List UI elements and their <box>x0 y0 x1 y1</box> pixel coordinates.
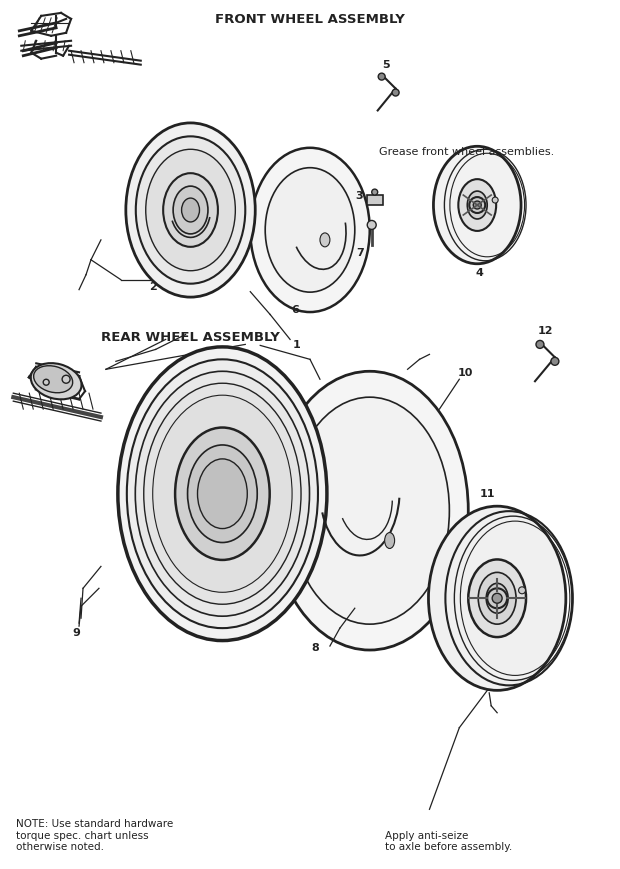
Circle shape <box>378 73 385 80</box>
Circle shape <box>518 587 526 594</box>
Text: 8: 8 <box>311 643 319 653</box>
Circle shape <box>473 201 481 209</box>
Ellipse shape <box>175 428 270 560</box>
Ellipse shape <box>146 149 236 271</box>
Ellipse shape <box>135 371 309 616</box>
Ellipse shape <box>458 179 496 231</box>
Ellipse shape <box>182 198 200 222</box>
Text: FRONT WHEEL ASSEMBLY: FRONT WHEEL ASSEMBLY <box>215 13 405 26</box>
Text: Apply anti-seize
to axle before assembly.: Apply anti-seize to axle before assembly… <box>384 831 512 852</box>
Ellipse shape <box>468 560 526 637</box>
Ellipse shape <box>33 366 73 393</box>
Text: 11: 11 <box>479 488 495 499</box>
Ellipse shape <box>486 583 508 614</box>
Circle shape <box>536 341 544 348</box>
Ellipse shape <box>118 347 327 640</box>
Ellipse shape <box>290 397 450 624</box>
Circle shape <box>487 588 507 608</box>
Circle shape <box>492 594 502 603</box>
Circle shape <box>469 197 485 213</box>
Text: 6: 6 <box>291 304 299 315</box>
Circle shape <box>492 197 498 203</box>
Text: Grease front wheel assemblies.: Grease front wheel assemblies. <box>379 147 554 157</box>
Ellipse shape <box>271 371 468 650</box>
Ellipse shape <box>198 459 247 528</box>
Text: 5: 5 <box>382 60 389 70</box>
Text: 12: 12 <box>537 327 552 336</box>
Text: 7: 7 <box>356 248 364 258</box>
Ellipse shape <box>320 233 330 247</box>
FancyBboxPatch shape <box>367 195 383 205</box>
Ellipse shape <box>126 123 255 297</box>
Ellipse shape <box>188 445 257 542</box>
Text: 4: 4 <box>476 268 483 278</box>
Ellipse shape <box>31 363 82 400</box>
Text: 1: 1 <box>292 341 300 350</box>
Ellipse shape <box>163 173 218 247</box>
Ellipse shape <box>136 136 246 283</box>
Circle shape <box>372 189 378 195</box>
Ellipse shape <box>478 573 516 624</box>
Circle shape <box>551 357 559 365</box>
Circle shape <box>367 221 376 229</box>
Ellipse shape <box>173 186 208 234</box>
Ellipse shape <box>153 395 292 593</box>
Text: NOTE: Use standard hardware
torque spec. chart unless
otherwise noted.: NOTE: Use standard hardware torque spec.… <box>16 819 174 852</box>
Ellipse shape <box>250 148 370 312</box>
Ellipse shape <box>428 506 566 690</box>
Text: REAR WHEEL ASSEMBLY: REAR WHEEL ASSEMBLY <box>101 331 280 344</box>
Ellipse shape <box>265 168 355 292</box>
Text: 2: 2 <box>149 282 157 292</box>
Text: 3: 3 <box>355 191 363 201</box>
Text: 9: 9 <box>72 628 80 638</box>
Text: eReplacementParts.com: eReplacementParts.com <box>234 428 386 441</box>
Circle shape <box>392 89 399 96</box>
Text: 10: 10 <box>458 368 473 378</box>
Circle shape <box>43 379 49 385</box>
Ellipse shape <box>144 383 301 604</box>
Ellipse shape <box>127 360 318 628</box>
Ellipse shape <box>467 191 487 219</box>
Ellipse shape <box>384 533 394 548</box>
Ellipse shape <box>433 146 521 264</box>
Circle shape <box>62 375 70 383</box>
